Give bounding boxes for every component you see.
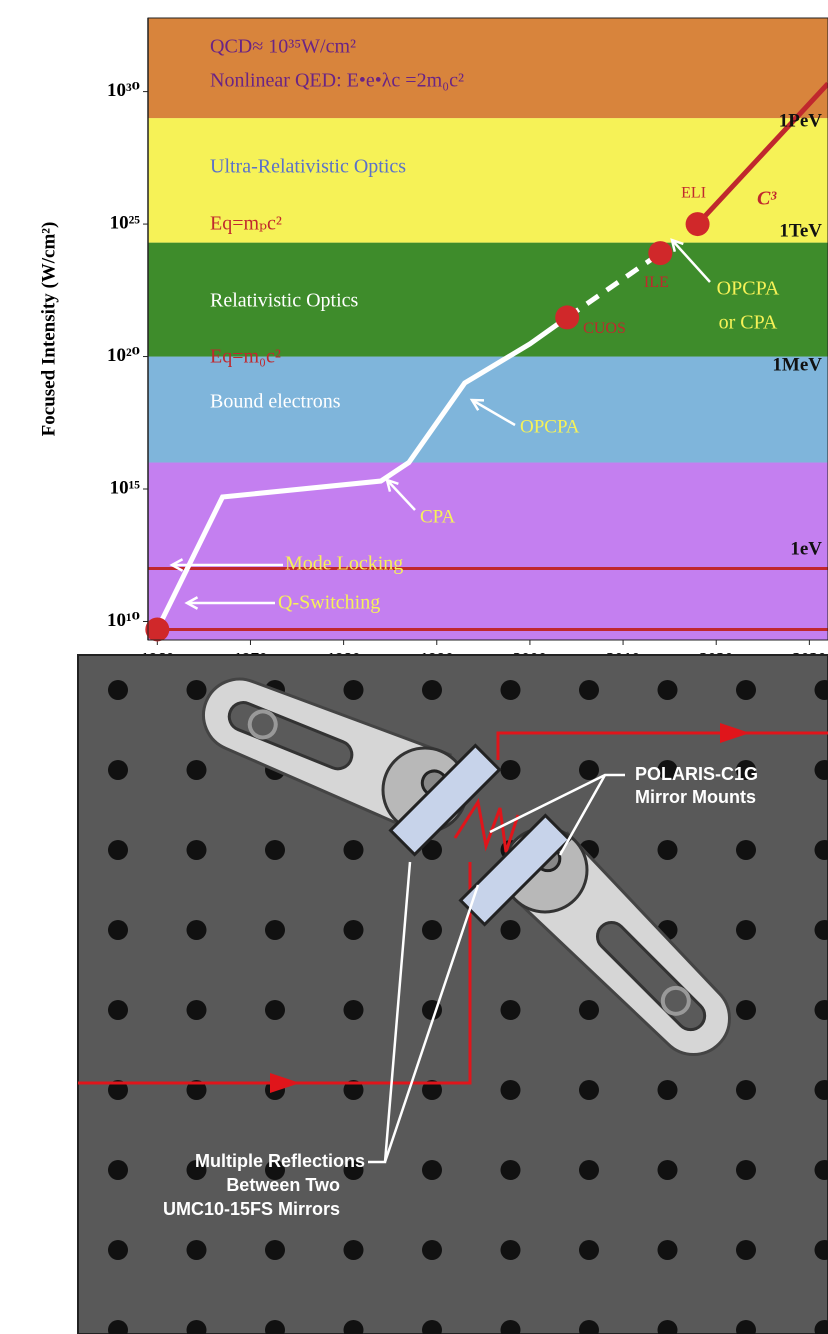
hole (501, 920, 521, 940)
hole (501, 1160, 521, 1180)
hole (736, 1240, 756, 1260)
hole (344, 920, 364, 940)
hole (579, 1160, 599, 1180)
hole (265, 840, 285, 860)
point (648, 241, 672, 265)
hole (422, 680, 442, 700)
annotation: Nonlinear QED: E•e•λc =2m₀c² (210, 70, 464, 92)
hole (344, 680, 364, 700)
annotation: OPCPA (717, 278, 780, 300)
annotation: Ultra-Relativistic Optics (210, 156, 406, 178)
hole (108, 840, 128, 860)
figure: 10¹⁰10¹⁵10²⁰10²⁵10³⁰19601970198019902000… (0, 0, 828, 1334)
band (148, 18, 828, 118)
hole (736, 920, 756, 940)
hole (579, 680, 599, 700)
hole (187, 1240, 207, 1260)
hole (187, 1000, 207, 1020)
annotation: Bound electrons (210, 391, 341, 413)
y-tick-label: 10²⁰ (107, 345, 140, 366)
hole (658, 1160, 678, 1180)
point-label: ELI (681, 185, 706, 202)
hole (187, 760, 207, 780)
point (686, 212, 710, 236)
point (555, 305, 579, 329)
hole (108, 1240, 128, 1260)
hole (736, 1160, 756, 1180)
hole (579, 1240, 599, 1260)
hole (108, 1160, 128, 1180)
annotation: or CPA (719, 312, 778, 334)
callout-label: UMC10-15FS Mirrors (163, 1199, 340, 1219)
hole (344, 1000, 364, 1020)
hole (422, 920, 442, 940)
hole (658, 680, 678, 700)
point (145, 617, 169, 641)
hole (501, 1080, 521, 1100)
callout-label: Between Two (226, 1175, 340, 1195)
page: {"chart_data": { "type": "line", "y_labe… (0, 0, 828, 1334)
band (148, 463, 828, 640)
hole (187, 920, 207, 940)
hole (422, 1160, 442, 1180)
annotation: Eq=m₀c² (210, 346, 281, 368)
hole (736, 840, 756, 860)
hole (736, 680, 756, 700)
callout-label: POLARIS-C1G (635, 764, 758, 784)
annotation: CPA (420, 506, 455, 527)
hole (501, 1240, 521, 1260)
y-tick-label: 10¹⁵ (110, 477, 141, 498)
hole (736, 1000, 756, 1020)
point-label: CUOS (583, 320, 626, 337)
y-axis-label: Focused Intensity (W/cm²) (38, 222, 59, 437)
hole (736, 1080, 756, 1100)
annotation: 1TeV (779, 220, 822, 241)
hole (108, 920, 128, 940)
point-label: ILE (644, 274, 669, 291)
hole (265, 1240, 285, 1260)
annotation: 1PeV (779, 110, 823, 131)
annotation: Q-Switching (278, 592, 380, 614)
hole (265, 920, 285, 940)
hole (108, 1000, 128, 1020)
hole (501, 760, 521, 780)
annotation: 1MeV (772, 354, 822, 375)
y-tick-label: 10³⁰ (107, 80, 140, 101)
hole (108, 680, 128, 700)
hole (108, 760, 128, 780)
hole (422, 1240, 442, 1260)
hole (501, 1000, 521, 1020)
annotation: 1eV (790, 538, 822, 559)
hole (579, 760, 599, 780)
hole (501, 680, 521, 700)
annotation: Mode Locking (285, 553, 403, 575)
annotation: QCD≈ 10³⁵W/cm² (210, 36, 356, 58)
hole (658, 1240, 678, 1260)
callout-label: Multiple Reflections (195, 1151, 365, 1171)
hole (658, 840, 678, 860)
annotation: Relativistic Optics (210, 290, 359, 312)
hole (579, 1000, 599, 1020)
hole (579, 1080, 599, 1100)
hole (265, 1000, 285, 1020)
hole (344, 840, 364, 860)
chart: 10¹⁰10¹⁵10²⁰10²⁵10³⁰19601970198019902000… (38, 18, 828, 668)
illustration: POLARIS-C1G Mirror Mounts Multiple Refle… (78, 655, 828, 1334)
hole (344, 1240, 364, 1260)
annotation: OPCPA (520, 416, 580, 437)
annotation: C³ (757, 188, 777, 210)
annotation: Eq=mₚc² (210, 213, 282, 235)
hole (187, 680, 207, 700)
callout-label: Mirror Mounts (635, 787, 756, 807)
hole (187, 840, 207, 860)
hole (658, 1080, 678, 1100)
y-tick-label: 10²⁵ (110, 212, 141, 233)
y-tick-label: 10¹⁰ (107, 610, 140, 631)
